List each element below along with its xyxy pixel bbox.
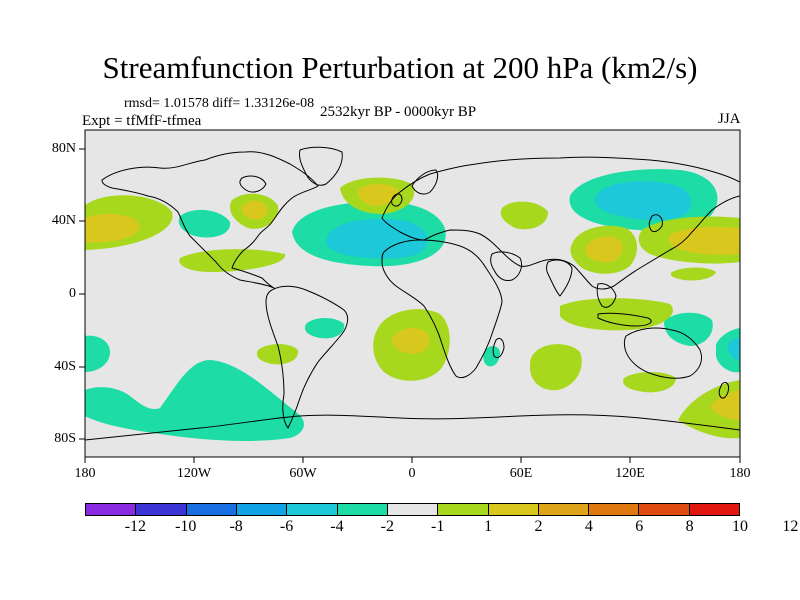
colorbar-label: -6 — [279, 518, 294, 535]
y-tick-label-40s: 40S — [54, 359, 76, 374]
coast-india — [546, 259, 573, 297]
anomaly-south-america-high — [256, 344, 299, 365]
x-tick-label-0: 0 — [408, 466, 416, 481]
colorbar-swatch — [438, 504, 489, 515]
anomaly-tropical-pacific — [670, 267, 716, 281]
coast-madagascar — [492, 337, 505, 359]
anomaly-southwest-pacific-low — [716, 328, 740, 373]
x-tick-label-60e: 60E — [509, 466, 533, 481]
anomaly-north-america-core — [241, 200, 268, 220]
x-tick-label-120e: 120E — [615, 466, 645, 481]
colorbar-swatch — [387, 504, 439, 515]
anomaly-indian-ocean — [560, 298, 673, 331]
anomaly-madagascar-low — [483, 346, 500, 367]
coast-greenland — [299, 146, 343, 186]
colorbar-label: -10 — [175, 518, 197, 535]
colorbar-label: 2 — [534, 518, 543, 535]
anomaly-southwest-pacific-low-core — [728, 338, 740, 360]
colorbar-label: 10 — [732, 518, 748, 535]
period-label: 2532kyr BP - 0000kyr BP — [320, 104, 477, 120]
y-tick-label-0: 0 — [69, 286, 76, 301]
anomaly-south-pacific — [85, 360, 304, 441]
x-axis-ticks — [84, 457, 741, 463]
colorbar-label: 12 — [782, 518, 799, 535]
y-axis-ticks — [79, 148, 85, 440]
colorbar-swatch — [589, 504, 640, 515]
rmsd-stats: rmsd= 1.01578 diff= 1.33126e-08 — [124, 96, 315, 111]
colorbar-swatch — [186, 504, 237, 515]
anomaly-east-asia-core — [584, 236, 623, 263]
coast-arabia — [490, 251, 523, 281]
colorbar-label: -2 — [380, 518, 394, 535]
coast-hudson-bay — [239, 175, 267, 193]
y-tick-label-80s: 80S — [54, 431, 76, 446]
colorbar-swatch — [337, 504, 388, 515]
colorbar-swatch — [689, 504, 740, 515]
y-tick-label-80n: 80N — [51, 141, 76, 156]
anomaly-dateline-low — [85, 335, 110, 372]
colorbar-label: -8 — [229, 518, 243, 535]
colorbar-swatch — [287, 504, 338, 515]
colorbar-label: 4 — [584, 518, 593, 535]
x-tick-label-60w: 60W — [289, 466, 317, 481]
colorbar-swatch — [639, 504, 690, 515]
coast-antarctica — [85, 414, 740, 441]
anomaly-europe-core — [357, 184, 399, 206]
coast-indonesia — [597, 312, 652, 327]
anomaly-south-atlantic-core — [391, 328, 430, 354]
season-label: JJA — [718, 111, 741, 127]
coast-australia — [624, 327, 703, 379]
colorbar-swatch — [236, 504, 288, 515]
colorbar-label: -4 — [330, 518, 344, 535]
colorbar-swatch — [86, 504, 137, 515]
coast-new-zealand — [718, 381, 729, 399]
y-tick-label-40n: 40N — [51, 213, 76, 228]
anomaly-australia-low — [664, 312, 713, 346]
anomaly-north-pacific-west-core — [85, 213, 140, 243]
coast-southeast-asia — [596, 283, 617, 308]
anomaly-central-asia — [500, 201, 548, 230]
colorbar-swatch — [488, 504, 539, 515]
coast-eurasia — [381, 156, 740, 290]
anomaly-western-us-low — [178, 209, 231, 238]
colorbar-swatch — [538, 504, 590, 515]
colorbar-label: -1 — [431, 518, 445, 535]
x-tick-label-180-west: 180 — [74, 466, 96, 481]
anomaly-pacific-subtropics — [179, 249, 286, 272]
anomaly-field — [85, 169, 740, 441]
coast-britain — [391, 193, 403, 207]
x-tick-label-120w: 120W — [176, 466, 212, 481]
experiment-label: Expt = tfMfF-tfmea — [82, 113, 202, 129]
coast-south-america — [265, 285, 349, 429]
colorbar-label: 8 — [685, 518, 694, 535]
colorbar-swatch — [136, 504, 187, 515]
coast-africa — [381, 239, 503, 379]
colorbar — [85, 503, 740, 516]
anomaly-south-america-low — [304, 318, 345, 339]
anomaly-north-atlantic-core — [325, 218, 428, 259]
chart-title: Streamfunction Perturbation at 200 hPa (… — [102, 50, 698, 85]
colorbar-label: 6 — [635, 518, 644, 535]
anomaly-southwest-pacific-core — [710, 390, 740, 420]
x-tick-label-180-east: 180 — [729, 466, 751, 481]
anomaly-southern-indian — [530, 344, 582, 391]
colorbar-label: -12 — [124, 518, 147, 535]
coast-japan — [648, 214, 663, 233]
anomaly-northeast-asia-core — [595, 181, 692, 221]
coast-scandinavia — [411, 169, 439, 195]
anomaly-western-pacific-core — [668, 226, 740, 255]
coast-north-america — [101, 151, 319, 289]
coastlines — [85, 146, 740, 441]
colorbar-label: 1 — [484, 518, 493, 535]
